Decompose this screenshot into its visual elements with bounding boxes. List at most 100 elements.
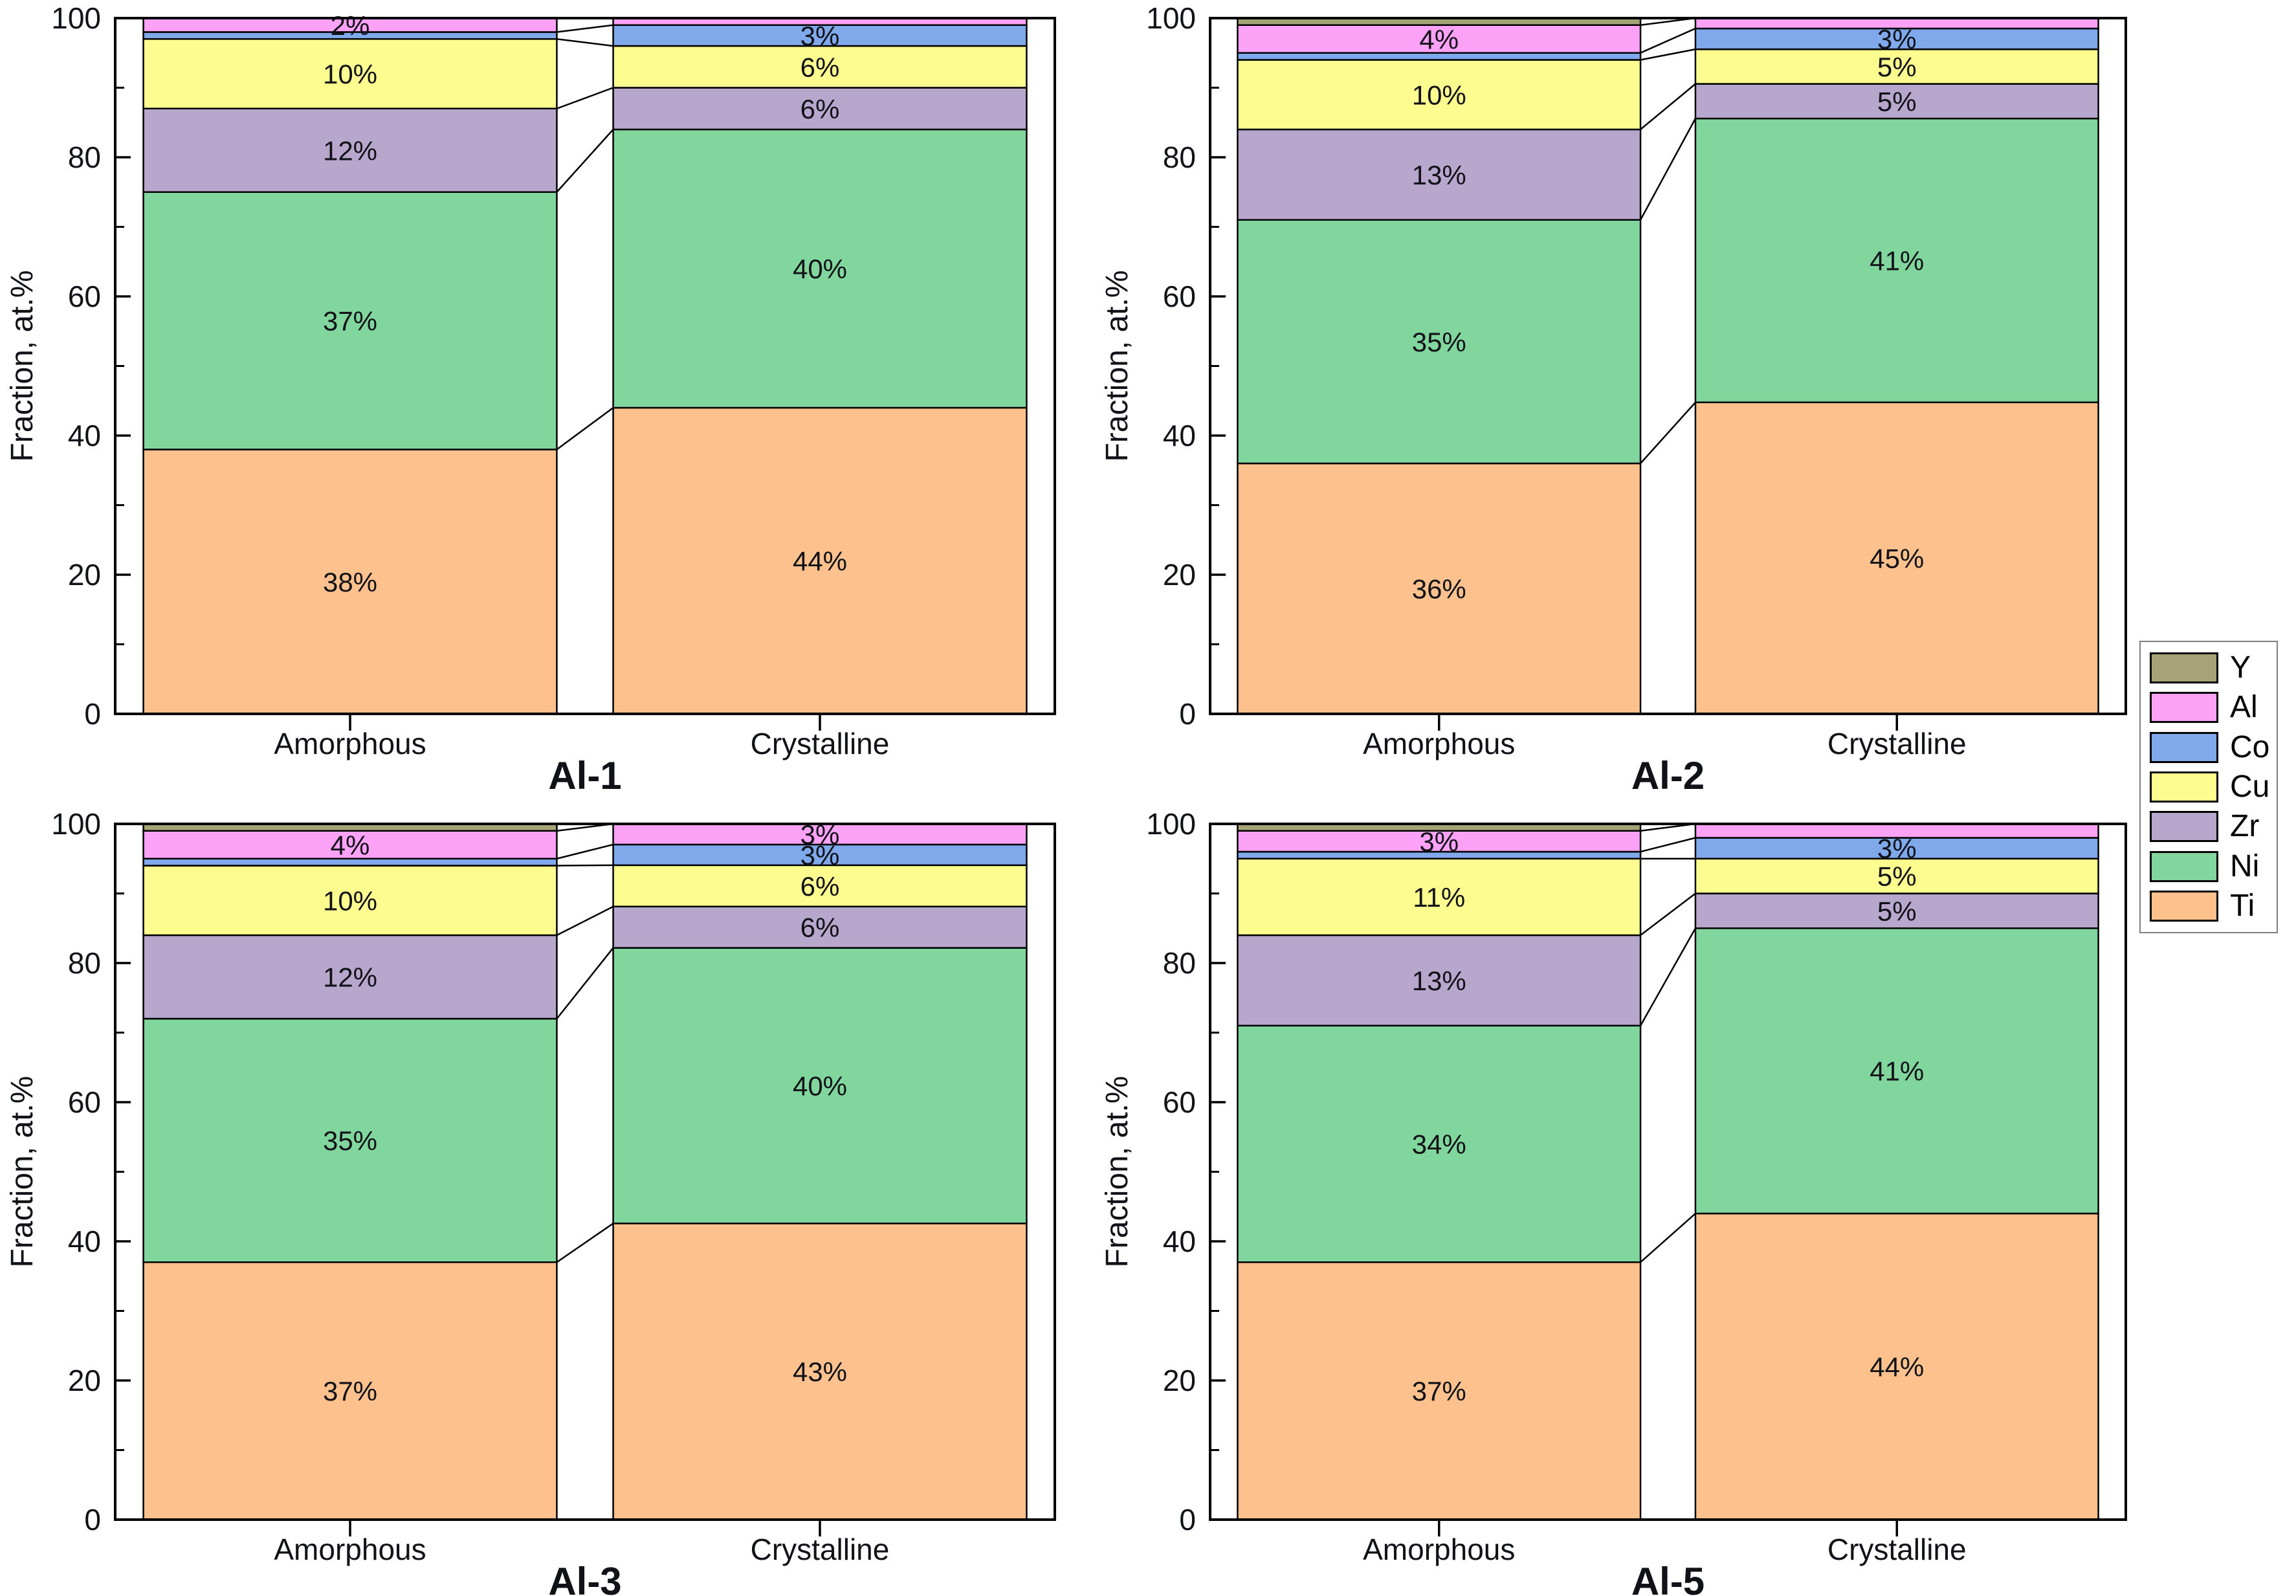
segment-label-ti-crystalline: 43% xyxy=(793,1357,847,1387)
chart-title: Al-1 xyxy=(548,754,621,797)
segment-label-zr-amorphous: 13% xyxy=(1412,966,1466,996)
legend-item-co: Co xyxy=(2150,729,2270,766)
connector-line-co xyxy=(557,24,613,33)
bar-segment-zr-amorphous xyxy=(142,107,558,193)
segment-label-ti-amorphous: 37% xyxy=(323,1376,377,1406)
segment-label-ti-amorphous: 38% xyxy=(323,567,377,597)
bar-segment-cu-crystalline xyxy=(1694,48,2099,85)
y-axis-title: Fraction, at.% xyxy=(1100,1076,1134,1267)
bar-segment-al-amorphous xyxy=(1237,830,1642,853)
segment-label-ni-crystalline: 41% xyxy=(1870,245,1924,276)
segment-label-ti-crystalline: 44% xyxy=(793,546,847,577)
y-tick-label: 40 xyxy=(68,419,101,452)
segment-label-ni-crystalline: 40% xyxy=(793,1070,847,1101)
bar-segment-cu-crystalline xyxy=(612,864,1028,907)
x-category-label-crystalline: Crystalline xyxy=(1827,1533,1967,1566)
y-tick-label: 20 xyxy=(1163,1364,1196,1397)
bar-segment-ti-amorphous xyxy=(142,449,558,715)
segment-label-zr-crystalline: 5% xyxy=(1877,86,1917,116)
bar-segment-co-crystalline xyxy=(612,24,1028,47)
y-tick-label: 20 xyxy=(1163,558,1196,592)
segment-label-zr-amorphous: 12% xyxy=(323,135,377,166)
y-tick-label: 60 xyxy=(68,280,101,313)
legend-swatch-al xyxy=(2150,692,2218,724)
y-tick-label: 60 xyxy=(68,1085,101,1119)
legend-swatch-y xyxy=(2150,652,2218,683)
bar-segment-al-crystalline xyxy=(1694,17,2099,30)
segment-label-cu-amorphous: 10% xyxy=(323,59,377,89)
y-tick-label: 60 xyxy=(1163,1085,1196,1119)
bar-segment-ni-amorphous xyxy=(1237,219,1642,465)
connector-line-zr xyxy=(1640,83,1696,130)
legend-item-al: Al xyxy=(2150,689,2268,726)
y-tick-label: 40 xyxy=(1163,419,1196,452)
chart-title: Al-2 xyxy=(1631,754,1705,797)
y-tick-label: 100 xyxy=(1146,1,1196,35)
bar-segment-ni-crystalline xyxy=(1694,927,2099,1215)
bar-segment-ni-crystalline xyxy=(612,128,1028,409)
connector-line-ti xyxy=(1640,401,1696,464)
bar-segment-al-amorphous xyxy=(142,830,558,859)
y-tick-label: 0 xyxy=(1179,1503,1196,1536)
y-axis-title: Fraction, at.% xyxy=(5,270,39,461)
segment-label-cu-crystalline: 5% xyxy=(1877,861,1917,892)
y-tick-label: 100 xyxy=(51,1,101,35)
segment-label-zr-crystalline: 6% xyxy=(800,913,840,943)
legend-swatch-zr xyxy=(2150,811,2218,843)
segment-label-al-amorphous: 4% xyxy=(1419,24,1459,54)
y-tick-label: 80 xyxy=(68,946,101,980)
legend-item-ni: Ni xyxy=(2150,848,2268,885)
connector-line-ti xyxy=(556,406,614,450)
bar-segment-ti-crystalline xyxy=(612,406,1028,715)
x-category-label-amorphous: Amorphous xyxy=(274,727,426,760)
bar-segment-cu-crystalline xyxy=(612,45,1028,89)
segment-label-zr-crystalline: 6% xyxy=(800,94,840,124)
chart-al-5: 37%44%34%41%13%5%11%5%3%3%020406080100Am… xyxy=(1100,807,2127,1596)
y-tick-label: 0 xyxy=(84,1503,101,1536)
segment-label-ni-crystalline: 40% xyxy=(793,254,847,284)
legend-item-y: Y xyxy=(2150,650,2268,686)
y-tick-label: 0 xyxy=(1179,697,1196,731)
legend-swatch-cu xyxy=(2150,771,2218,803)
y-tick-label: 80 xyxy=(1163,140,1196,174)
bar-segment-zr-crystalline xyxy=(612,905,1028,949)
bar-segment-ti-crystalline xyxy=(1694,1212,2099,1521)
bar-segment-ni-crystalline xyxy=(612,947,1028,1225)
segment-label-al-amorphous: 4% xyxy=(331,830,370,860)
connector-line-co xyxy=(1640,27,1696,54)
bar-segment-cu-crystalline xyxy=(1694,858,2099,894)
y-tick-label: 80 xyxy=(1163,946,1196,980)
segment-label-ni-amorphous: 35% xyxy=(323,1125,377,1156)
bar-segment-al-amorphous xyxy=(1237,24,1642,54)
legend-label-co: Co xyxy=(2230,729,2270,764)
bar-segment-cu-amorphous xyxy=(142,38,558,109)
connector-line-cu xyxy=(1640,48,1696,61)
bar-segment-co-crystalline xyxy=(1694,27,2099,50)
legend-label-ti: Ti xyxy=(2230,888,2255,923)
segment-label-ti-crystalline: 44% xyxy=(1870,1352,1924,1382)
y-tick-label: 100 xyxy=(1146,807,1196,841)
bar-segment-zr-crystalline xyxy=(1694,83,2099,120)
legend-label-y: Y xyxy=(2230,650,2251,685)
bar-segment-ti-crystalline xyxy=(612,1223,1028,1521)
segment-label-cu-amorphous: 10% xyxy=(1412,80,1466,110)
segment-label-ti-amorphous: 36% xyxy=(1412,574,1466,604)
chart-al-3: 37%43%35%40%12%6%10% 6%3%4% 3%020406080100… xyxy=(5,807,1056,1596)
bar-segment-co-crystalline xyxy=(1694,837,2099,859)
x-category-label-amorphous: Amorphous xyxy=(1363,727,1515,760)
connector-line-zr xyxy=(556,905,614,937)
bar-segment-zr-amorphous xyxy=(1237,934,1642,1026)
legend-label-al: Al xyxy=(2230,690,2258,725)
bar-segment-co-crystalline xyxy=(612,843,1028,867)
segment-label-ni-amorphous: 37% xyxy=(323,306,377,337)
legend: Y Al Co Cu Zr Ni Ti xyxy=(2139,641,2278,933)
bar-segment-zr-amorphous xyxy=(1237,128,1642,221)
segment-label-ti-crystalline: 45% xyxy=(1870,543,1924,573)
connector-line-zr xyxy=(1640,892,1696,936)
y-axis-title: Fraction, at.% xyxy=(1100,270,1134,461)
segment-label-cu-crystalline: 6% xyxy=(800,871,840,902)
segment-label-cu-crystalline: 6% xyxy=(800,52,840,82)
connector-line-ni xyxy=(556,129,614,193)
bar-segment-al-crystalline xyxy=(1694,823,2099,839)
